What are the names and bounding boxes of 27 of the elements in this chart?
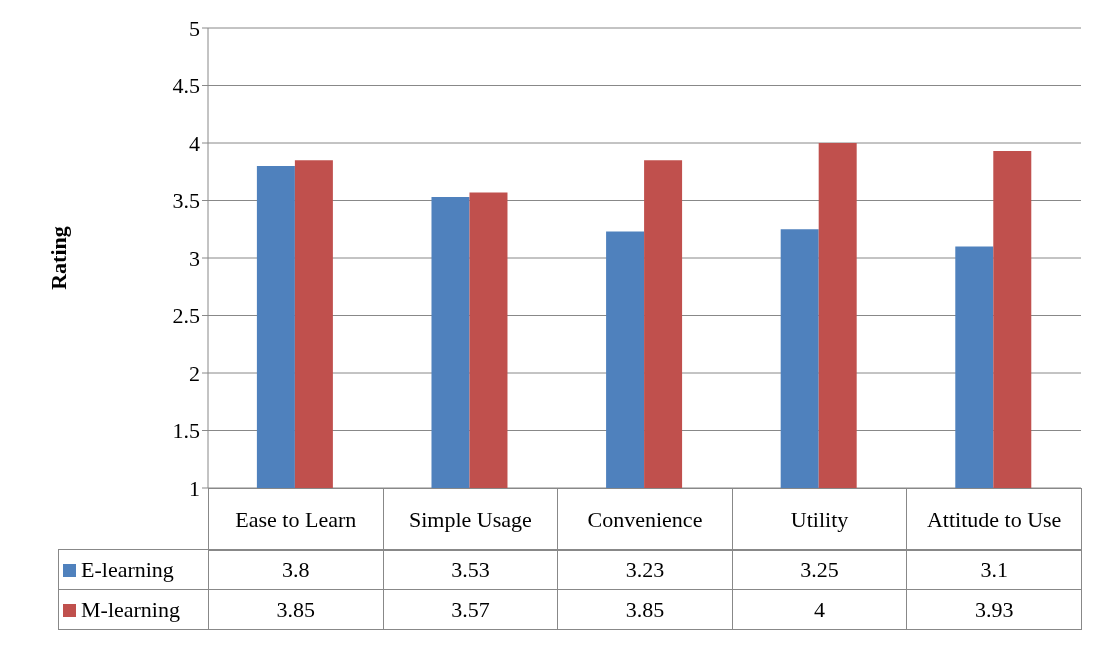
x-tick-label: Convenience bbox=[557, 488, 733, 551]
data-label: 3.57 bbox=[383, 589, 558, 630]
data-label: 3.25 bbox=[732, 549, 907, 590]
x-tick-label: Simple Usage bbox=[383, 488, 558, 551]
y-tick-label: 4 bbox=[189, 130, 200, 156]
y-tick-label: 4.5 bbox=[172, 73, 200, 99]
data-label: 3.85 bbox=[208, 589, 384, 630]
y-tick-label: 1.5 bbox=[172, 418, 200, 444]
x-tick-label: Ease to Learn bbox=[208, 488, 384, 551]
y-tick-label: 3 bbox=[189, 245, 200, 271]
data-label: 4 bbox=[732, 589, 907, 630]
y-tick-label: 2 bbox=[189, 360, 200, 386]
y-tick-label: 5 bbox=[189, 15, 200, 41]
data-label: 3.93 bbox=[906, 589, 1082, 630]
y-tick-label: 1 bbox=[189, 475, 200, 501]
legend-label: M-learning bbox=[58, 589, 209, 630]
x-tick-label: Attitude to Use bbox=[906, 488, 1082, 551]
data-label: 3.85 bbox=[557, 589, 733, 630]
data-label: 3.8 bbox=[208, 549, 384, 590]
y-axis-title: Rating bbox=[45, 226, 71, 290]
legend-label: E-learning bbox=[58, 549, 209, 590]
data-label: 3.23 bbox=[557, 549, 733, 590]
data-label: 3.53 bbox=[383, 549, 558, 590]
y-tick-label: 3.5 bbox=[172, 188, 200, 214]
x-tick-label: Utility bbox=[732, 488, 907, 551]
data-label: 3.1 bbox=[906, 549, 1082, 590]
y-tick-label: 2.5 bbox=[172, 303, 200, 329]
